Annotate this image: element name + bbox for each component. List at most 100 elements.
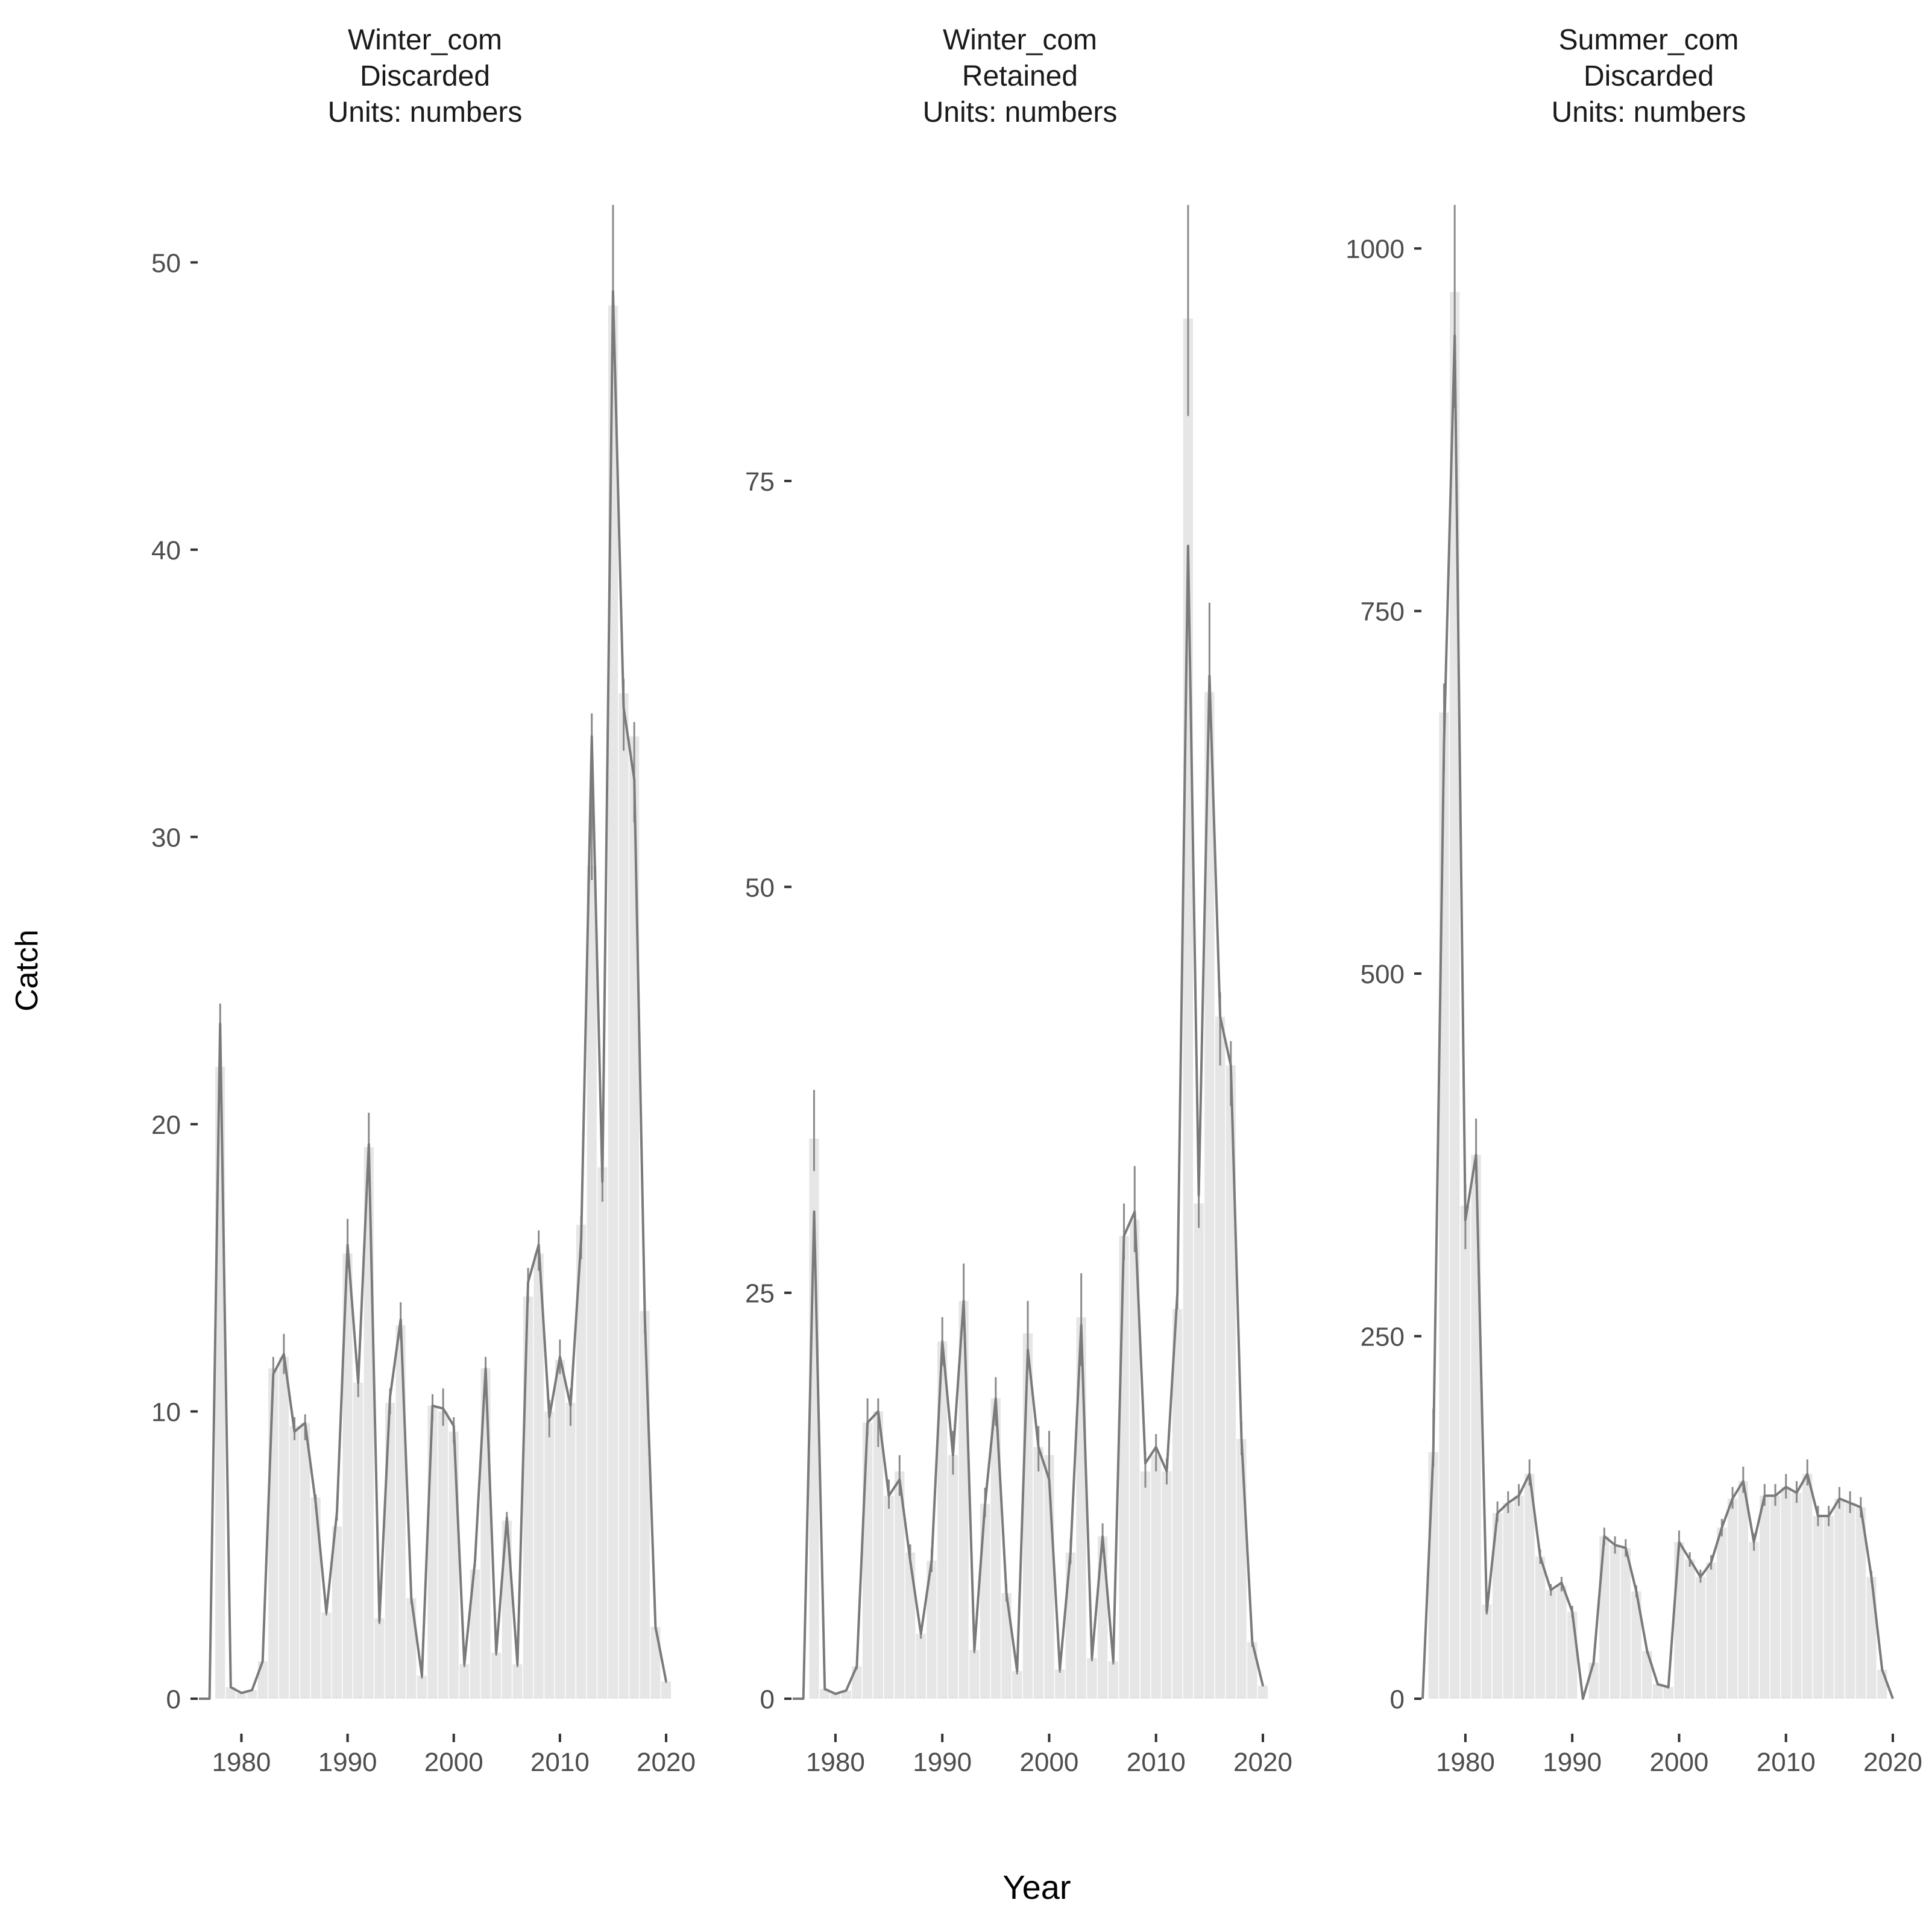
bar [873,1411,883,1699]
y-tick-label: 0 [166,1685,181,1714]
facet-panel-1: Winter_com Discarded Units: numbers 0 10 20 30… [151,24,696,1777]
bar [236,1693,247,1699]
x-tick-label: 2020 [1863,1748,1922,1777]
bar [1257,1685,1268,1699]
bar [1834,1498,1845,1699]
catch-line [1421,334,1894,1700]
facet-title-line-2: Discarded [1584,60,1714,92]
bar [406,1598,417,1699]
bar [1599,1536,1610,1699]
bar [1567,1611,1578,1699]
bar [1770,1496,1781,1699]
bar [1760,1496,1770,1699]
x-tick-label: 2000 [1650,1748,1709,1777]
bar [300,1423,310,1699]
facet-panel-3: Summer_com Discarded Units: numbers 0 250 500… [1345,24,1922,1777]
bar [1685,1559,1695,1699]
bar [1460,1206,1471,1699]
bar [948,1455,958,1699]
y-tick-label: 0 [760,1685,775,1714]
bar [1792,1493,1802,1699]
x-tick-label: 1990 [913,1748,972,1777]
y-tick-label: 0 [1390,1685,1405,1714]
bar [1845,1503,1855,1699]
bar [225,1687,236,1699]
x-tick-label: 2020 [1233,1748,1292,1777]
bar [618,693,629,1699]
bar [512,1664,523,1699]
bar [1162,1471,1172,1699]
x-tick-label: 2010 [1757,1748,1816,1777]
bar [905,1552,916,1699]
bar [1695,1576,1706,1699]
bar [1140,1471,1151,1699]
bar [427,1405,438,1699]
bar [841,1690,851,1699]
x-tick-label: 1990 [318,1748,377,1777]
bar [1631,1591,1641,1699]
bar [1824,1515,1834,1699]
bar [1204,692,1215,1699]
bar [1556,1585,1567,1699]
bar [1247,1641,1257,1699]
bar [830,1693,841,1699]
bar [491,1652,502,1699]
bar [1546,1590,1556,1699]
bar [1151,1455,1161,1699]
x-tick-label: 1980 [806,1748,865,1777]
bar [289,1426,300,1699]
bar [1194,1203,1204,1699]
bar [1183,318,1194,1699]
bar [310,1497,321,1699]
bar [438,1411,448,1699]
bar [1033,1447,1043,1699]
bar [1813,1515,1824,1699]
y-tick-label: 25 [745,1279,775,1309]
x-tick-label: 1990 [1543,1748,1602,1777]
bar [533,1253,544,1699]
facet-title-line-1: Winter_com [348,24,502,56]
bar [1855,1507,1866,1699]
bar [1503,1503,1513,1699]
bar [523,1296,533,1699]
bar [1525,1474,1535,1699]
bar [1012,1671,1022,1699]
x-tick-label: 1980 [212,1748,271,1777]
bar [1215,1016,1226,1699]
bar [215,1066,225,1699]
y-tick-label: 250 [1361,1323,1405,1352]
bar [1706,1562,1716,1699]
bar [1439,713,1449,1699]
catch-line [199,290,667,1700]
bar [1738,1481,1748,1699]
bar [576,1224,587,1699]
bar [1428,1452,1438,1699]
bar [650,1626,661,1699]
x-tick-label: 2000 [1020,1748,1079,1777]
bar [555,1359,565,1699]
bar [1610,1544,1620,1699]
facet-panel-2: Winter_com Retained Units: numbers 0 25 50 75 1… [745,24,1292,1777]
bar [385,1403,395,1699]
bar [661,1681,672,1699]
bar [565,1403,576,1699]
facet-title-line-3: Units: numbers [923,96,1118,128]
y-tick-label: 500 [1361,960,1405,989]
bar [1055,1669,1065,1699]
bar [916,1634,926,1699]
y-tick-label: 20 [151,1110,181,1140]
facet-title-line-2: Retained [962,60,1078,92]
bar [470,1569,480,1699]
bar [1065,1552,1076,1699]
bar [980,1503,990,1699]
bar [395,1325,406,1699]
bar [1535,1556,1546,1699]
bar [332,1526,342,1699]
bar [1717,1528,1727,1699]
bar [1588,1662,1599,1699]
bar [1749,1542,1759,1699]
bar [342,1253,353,1699]
bar [1130,1219,1140,1699]
